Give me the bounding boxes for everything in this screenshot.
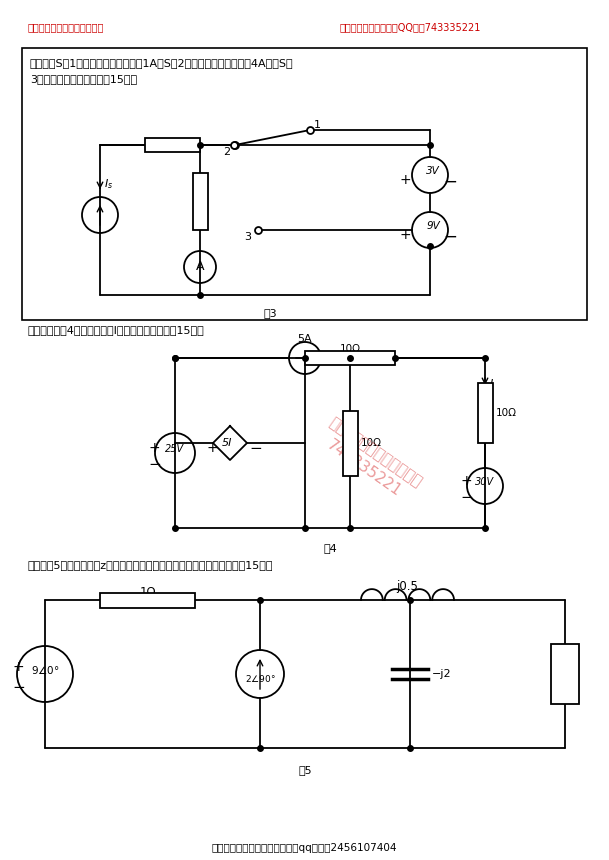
Text: +: + [399, 173, 411, 187]
Text: 3: 3 [244, 232, 251, 242]
Text: 1Ω: 1Ω [139, 586, 156, 599]
Text: 五、如图5所示电路，何z为何值时可以获得最大功率，并求最大功率。（15分）: 五、如图5所示电路，何z为何值时可以获得最大功率，并求最大功率。（15分） [28, 560, 273, 570]
Text: −: − [249, 441, 262, 456]
Text: I: I [490, 379, 493, 389]
Text: 兰州交通电气考研答疑请加火山qq群号：2456107404: 兰州交通电气考研答疑请加火山qq群号：2456107404 [211, 843, 396, 853]
Text: 2: 2 [223, 147, 230, 157]
Bar [477, 383, 493, 443]
Bar [305, 351, 395, 365]
Text: −: − [148, 457, 161, 472]
Bar [551, 644, 579, 704]
Text: 5A: 5A [298, 334, 312, 344]
Bar [100, 593, 195, 607]
Text: 3位置时电流表的读数。（15分）: 3位置时电流表的读数。（15分） [30, 74, 137, 84]
Text: 图3: 图3 [263, 308, 277, 318]
Text: $9\angle 0°$: $9\angle 0°$ [30, 664, 59, 676]
Text: +: + [12, 660, 24, 674]
Text: Z: Z [560, 667, 570, 681]
Text: −: − [12, 680, 25, 695]
Text: −: − [460, 490, 473, 505]
Bar [22, 48, 587, 320]
Text: 微信公众号：刷题百考研团队: 微信公众号：刷题百考研团队 [28, 22, 104, 32]
Text: +: + [206, 441, 217, 455]
Text: j0.5: j0.5 [396, 580, 418, 593]
Text: 三、开关S在1位置时，电流表读数为1A；S在2位置时，电流表读数为4A，求S在: 三、开关S在1位置时，电流表读数为1A；S在2位置时，电流表读数为4A，求S在 [30, 58, 294, 68]
Text: 10Ω: 10Ω [361, 438, 381, 448]
Text: 1: 1 [314, 120, 321, 130]
Text: 10Ω: 10Ω [496, 408, 516, 418]
Text: 四、电路如图4所示，求电流I和受控源的功率。（15分）: 四、电路如图4所示，求电流I和受控源的功率。（15分） [28, 325, 205, 335]
Text: +: + [148, 441, 160, 455]
Text: 25V: 25V [166, 444, 185, 454]
Bar [342, 410, 357, 476]
Bar [145, 138, 200, 152]
Text: A: A [195, 261, 204, 273]
Text: −: − [443, 228, 457, 246]
Bar [192, 173, 208, 230]
Text: 10Ω: 10Ω [339, 344, 361, 354]
Text: −j2: −j2 [432, 669, 452, 679]
Text: +: + [399, 228, 411, 242]
Text: 兰州交通大学电气考研团队
743335221: 兰州交通大学电气考研团队 743335221 [315, 415, 425, 506]
Text: $2\angle 90°$: $2\angle 90°$ [245, 673, 275, 684]
Text: −: − [443, 173, 457, 191]
Text: 30V: 30V [476, 477, 495, 487]
Text: +: + [460, 474, 471, 488]
Text: 图4: 图4 [323, 543, 337, 553]
Text: $I_s$: $I_s$ [104, 177, 113, 191]
Text: 兰州交通大学电气考研QQ群：743335221: 兰州交通大学电气考研QQ群：743335221 [340, 22, 481, 32]
Text: 5I: 5I [222, 438, 232, 448]
Text: 图5: 图5 [298, 765, 312, 775]
Text: 3V: 3V [426, 166, 440, 176]
Text: 9V: 9V [426, 221, 440, 231]
